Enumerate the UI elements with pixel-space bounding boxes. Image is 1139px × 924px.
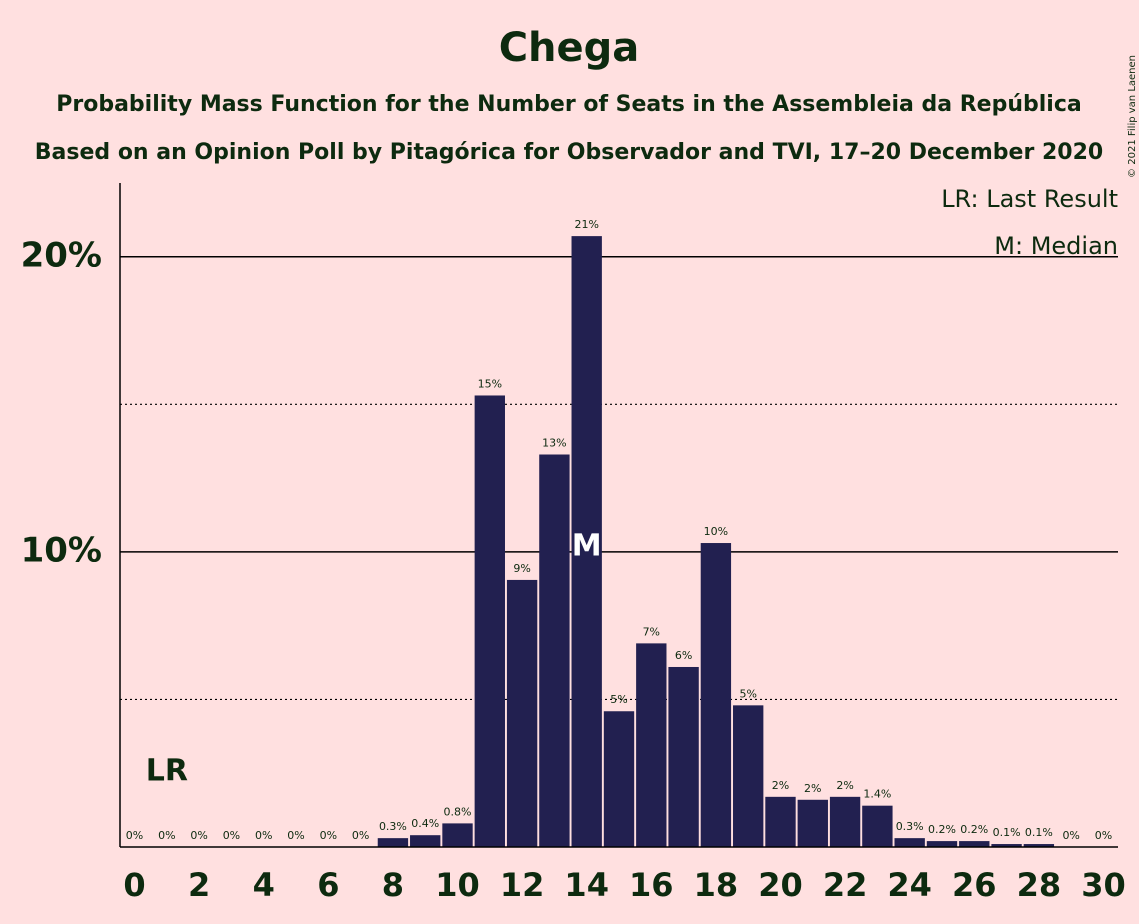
bar: [894, 838, 925, 847]
legend-entry: LR: Last Result: [941, 185, 1118, 213]
value-label: 1.4%: [863, 788, 891, 801]
bar: [668, 666, 699, 847]
value-label: 0%: [223, 829, 240, 842]
value-label: 0.2%: [928, 823, 956, 836]
x-tick-label: 16: [629, 866, 674, 904]
x-tick-label: 0: [123, 866, 145, 904]
x-tick-label: 20: [758, 866, 803, 904]
bar: [829, 796, 861, 847]
value-label: 0%: [352, 829, 369, 842]
chart-subtitle: Based on an Opinion Poll by Pitagórica f…: [35, 140, 1103, 165]
value-label: 9%: [513, 562, 530, 575]
x-tick-label: 28: [1017, 866, 1062, 904]
x-tick-label: 4: [253, 866, 275, 904]
value-label: 0.4%: [411, 817, 439, 830]
value-label: 0.8%: [444, 805, 472, 818]
value-label: 2%: [772, 779, 789, 792]
bar: [765, 796, 796, 847]
legend-entry: M: Median: [994, 232, 1118, 260]
last-result-marker: LR: [146, 754, 188, 789]
bar: [506, 579, 538, 847]
median-marker: M: [572, 529, 602, 564]
x-tick-label: 8: [382, 866, 404, 904]
value-label: 5%: [739, 687, 756, 700]
x-tick-label: 18: [694, 866, 739, 904]
x-tick-label: 26: [952, 866, 997, 904]
bar: [636, 643, 667, 847]
x-tick-label: 2: [188, 866, 210, 904]
value-label: 0%: [255, 829, 272, 842]
bar: [603, 711, 635, 847]
bar: [862, 805, 893, 847]
value-label: 0.1%: [1025, 826, 1053, 839]
value-label: 0.1%: [993, 826, 1021, 839]
bar: [571, 236, 602, 847]
bar: [926, 841, 958, 847]
value-label: 21%: [574, 218, 598, 231]
y-tick-label: 20%: [21, 235, 102, 275]
bar: [377, 838, 409, 847]
copyright: © 2021 Filip van Laenen: [1127, 55, 1138, 178]
x-tick-label: 10: [435, 866, 480, 904]
chart-title: Chega: [499, 25, 640, 71]
value-label: 0%: [1062, 829, 1079, 842]
x-tick-label: 12: [500, 866, 545, 904]
x-tick-label: 14: [564, 866, 609, 904]
x-tick-label: 6: [317, 866, 339, 904]
value-label: 15%: [478, 377, 502, 390]
bar: [474, 395, 505, 847]
value-label: 0%: [190, 829, 207, 842]
value-label: 7%: [643, 625, 660, 638]
x-tick-label: 30: [1081, 866, 1126, 904]
chart-subtitle: Probability Mass Function for the Number…: [56, 92, 1081, 117]
bar: [733, 705, 764, 847]
value-label: 13%: [542, 437, 566, 450]
x-tick-label: 22: [823, 866, 868, 904]
bar: [539, 454, 570, 847]
value-label: 0%: [287, 829, 304, 842]
value-label: 0.3%: [379, 820, 407, 833]
x-tick-label: 24: [887, 866, 932, 904]
value-label: 6%: [675, 649, 692, 662]
bar: [410, 835, 441, 847]
value-label: 2%: [804, 782, 821, 795]
value-label: 0.3%: [896, 820, 924, 833]
bar: [1023, 844, 1055, 847]
bar: [797, 799, 828, 847]
value-label: 0%: [320, 829, 337, 842]
value-label: 0.2%: [960, 823, 988, 836]
value-label: 2%: [836, 779, 853, 792]
value-label: 10%: [704, 525, 728, 538]
value-label: 5%: [610, 693, 627, 706]
value-label: 0%: [1095, 829, 1112, 842]
bar: [991, 844, 1022, 847]
bar: [700, 543, 732, 847]
value-label: 0%: [158, 829, 175, 842]
bar: [442, 823, 473, 847]
bar: [959, 841, 990, 847]
y-tick-label: 10%: [21, 530, 102, 570]
value-label: 0%: [126, 829, 143, 842]
